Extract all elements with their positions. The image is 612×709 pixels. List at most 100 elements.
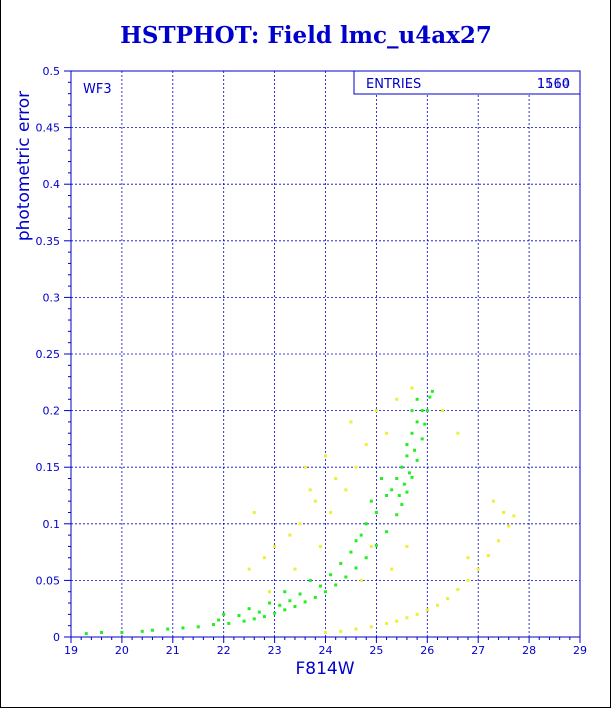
data-point-green [428, 395, 432, 399]
data-point-green [344, 575, 348, 579]
data-point-green [150, 628, 154, 632]
data-point-yellow [415, 612, 419, 616]
x-tick-label: 27 [471, 644, 485, 657]
data-point-yellow [456, 587, 460, 591]
data-point-yellow [512, 514, 516, 518]
data-point-green [405, 443, 409, 447]
data-point-yellow [385, 621, 389, 625]
data-point-yellow [476, 567, 480, 571]
y-tick-label: 0.5 [43, 65, 61, 78]
data-point-yellow [497, 539, 501, 543]
data-point-green [402, 482, 406, 486]
data-point-green [242, 619, 246, 623]
data-point-yellow [395, 619, 399, 623]
data-point-yellow [446, 597, 450, 601]
data-point-green [415, 397, 419, 401]
data-point-green [181, 626, 185, 630]
data-point-green [324, 590, 327, 594]
data-point-green [120, 630, 124, 634]
data-point-green [166, 627, 170, 631]
data-point-green [100, 630, 104, 634]
data-point-green [252, 617, 256, 621]
data-point-green [395, 513, 399, 517]
data-point-green [405, 490, 409, 494]
data-point-green [415, 420, 419, 424]
data-point-yellow [410, 386, 414, 390]
data-point-yellow [374, 409, 378, 413]
data-point-yellow [456, 431, 460, 435]
data-point-green [298, 592, 302, 596]
data-point-yellow [385, 431, 389, 435]
data-point-green [390, 488, 394, 492]
data-point-green [283, 590, 287, 594]
x-tick-label: 24 [319, 644, 333, 657]
data-point-green [278, 603, 282, 607]
data-point-green [329, 573, 333, 577]
data-point-green [303, 600, 307, 604]
data-point-green [374, 510, 378, 514]
data-point-yellow [288, 533, 292, 537]
data-point-yellow [349, 420, 353, 424]
data-point-green [407, 471, 411, 475]
data-point-yellow [293, 567, 297, 571]
data-point-green [385, 494, 389, 497]
data-point-green [379, 477, 383, 481]
data-point-yellow [486, 553, 490, 557]
data-point-green [359, 533, 363, 537]
data-point-green [196, 625, 200, 629]
y-tick-label: 0.4 [43, 178, 61, 191]
data-point-green [247, 607, 251, 611]
data-point-green [413, 448, 417, 452]
data-point-yellow [339, 629, 343, 633]
data-point-green [405, 454, 409, 458]
data-point-yellow [273, 544, 277, 548]
y-tick-label: 0.15 [36, 461, 61, 474]
data-point-yellow [268, 590, 272, 594]
data-point-yellow [247, 567, 251, 571]
x-tick-label: 25 [369, 644, 383, 657]
data-point-green [374, 543, 378, 547]
x-tick-label: 19 [64, 644, 78, 657]
data-point-yellow [334, 477, 338, 481]
data-point-green [349, 550, 353, 554]
x-tick-label: 26 [420, 644, 434, 657]
stats-box: ENTRIES 1560 1114 [353, 70, 581, 95]
data-point-yellow [354, 627, 358, 631]
data-point-green [364, 522, 368, 526]
data-point-yellow [405, 544, 409, 548]
data-point-green [288, 599, 292, 603]
x-tick-label: 29 [573, 644, 587, 657]
data-point-green [354, 566, 358, 570]
data-point-green [227, 621, 231, 625]
stats-entries-label: ENTRIES [366, 77, 421, 92]
data-point-green [257, 610, 261, 614]
data-point-green [364, 556, 368, 560]
x-tick-label: 28 [522, 644, 536, 657]
data-point-green [339, 561, 343, 565]
data-point-yellow [491, 499, 495, 503]
x-axis-label: F814W [295, 659, 354, 679]
data-point-yellow [435, 603, 439, 607]
data-point-green [334, 583, 338, 587]
data-point-yellow [252, 510, 256, 514]
x-tick-label: 23 [268, 644, 282, 657]
data-point-green [385, 530, 389, 534]
chip-annotation: WF3 [83, 82, 112, 97]
y-tick-label: 0.2 [43, 405, 61, 418]
data-point-green [354, 539, 358, 543]
data-point-yellow [466, 578, 470, 582]
stats-box-frame [353, 70, 581, 95]
data-point-yellow [262, 556, 266, 560]
data-point-yellow [364, 443, 368, 447]
y-axis-label: photometric error [14, 91, 34, 241]
data-point-yellow [354, 465, 358, 469]
data-point-yellow [308, 488, 312, 492]
data-point-green [420, 437, 424, 441]
x-tick-label: 21 [166, 644, 180, 657]
data-point-yellow [324, 454, 327, 458]
grid-lines [71, 71, 580, 637]
y-tick-label: 0.3 [43, 291, 61, 304]
data-point-green [212, 623, 216, 627]
data-point-green [273, 611, 277, 615]
